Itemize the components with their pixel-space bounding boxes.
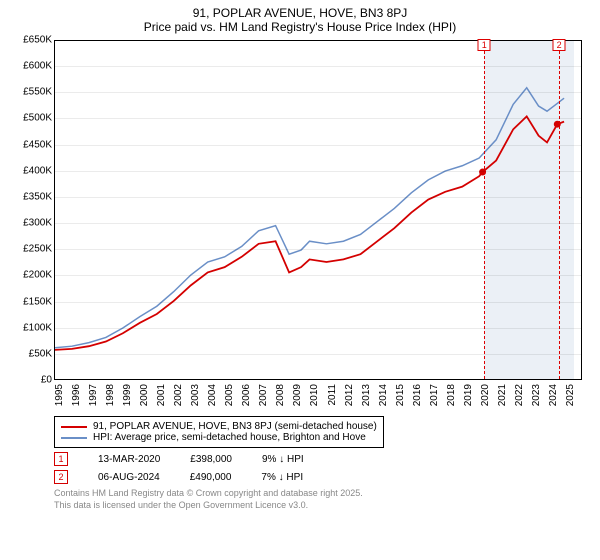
marker-price: £398,000 [190, 454, 232, 465]
y-axis-tick: £0 [10, 375, 52, 386]
marker-flag: 2 [553, 39, 566, 51]
y-axis-tick: £350K [10, 191, 52, 202]
x-axis-tick: 2012 [344, 384, 355, 406]
x-axis-tick: 2015 [395, 384, 406, 406]
y-axis-tick: £250K [10, 244, 52, 255]
footer: Contains HM Land Registry data © Crown c… [54, 488, 590, 511]
marker-badge: 2 [54, 470, 68, 484]
y-axis-tick: £100K [10, 322, 52, 333]
legend-item-hpi: HPI: Average price, semi-detached house,… [61, 432, 377, 443]
x-axis-tick: 1998 [105, 384, 116, 406]
x-axis-tick: 2004 [207, 384, 218, 406]
x-axis-tick: 2010 [309, 384, 320, 406]
legend: 91, POPLAR AVENUE, HOVE, BN3 8PJ (semi-d… [54, 416, 384, 448]
marker-badge: 1 [54, 452, 68, 466]
y-axis-tick: £450K [10, 139, 52, 150]
x-axis-tick: 2002 [173, 384, 184, 406]
x-axis-tick: 2023 [531, 384, 542, 406]
x-axis-tick: 2011 [327, 384, 338, 406]
y-axis-tick: £50K [10, 348, 52, 359]
x-axis-tick: 2008 [275, 384, 286, 406]
x-axis-tick: 2013 [361, 384, 372, 406]
marker-delta: 7% ↓ HPI [261, 472, 303, 483]
x-axis-tick: 1995 [54, 384, 65, 406]
legend-label: HPI: Average price, semi-detached house,… [93, 432, 366, 443]
chart-title: 91, POPLAR AVENUE, HOVE, BN3 8PJ [10, 6, 590, 20]
footer-line: Contains HM Land Registry data © Crown c… [54, 488, 590, 500]
x-axis-tick: 2020 [480, 384, 491, 406]
x-axis-tick: 2019 [463, 384, 474, 406]
chart-subtitle: Price paid vs. HM Land Registry's House … [10, 20, 590, 34]
marker-delta: 9% ↓ HPI [262, 454, 304, 465]
x-axis-tick: 2014 [378, 384, 389, 406]
marker-flag: 1 [478, 39, 491, 51]
x-axis-tick: 2025 [565, 384, 576, 406]
legend-swatch [61, 426, 87, 428]
x-axis-tick: 2005 [224, 384, 235, 406]
series-line-price_paid [55, 116, 564, 350]
plot-area: 12 [54, 40, 582, 380]
y-axis-tick: £150K [10, 296, 52, 307]
x-axis-tick: 1996 [71, 384, 82, 406]
footer-line: This data is licensed under the Open Gov… [54, 500, 590, 512]
marker-price: £490,000 [190, 472, 232, 483]
x-axis-tick: 2024 [548, 384, 559, 406]
marker-date: 13-MAR-2020 [98, 454, 160, 465]
series-line-hpi [55, 88, 564, 348]
legend-swatch [61, 437, 87, 439]
x-axis-tick: 2000 [139, 384, 150, 406]
x-axis-tick: 1999 [122, 384, 133, 406]
x-axis-tick: 2001 [156, 384, 167, 406]
marker-row: 1 13-MAR-2020 £398,000 9% ↓ HPI [54, 452, 590, 466]
x-axis-tick: 1997 [88, 384, 99, 406]
x-axis-tick: 2021 [497, 384, 508, 406]
y-axis-tick: £550K [10, 87, 52, 98]
x-axis-tick: 2017 [429, 384, 440, 406]
marker-table: 1 13-MAR-2020 £398,000 9% ↓ HPI 2 06-AUG… [54, 452, 590, 484]
x-axis-tick: 2006 [241, 384, 252, 406]
x-axis-tick: 2003 [190, 384, 201, 406]
chart-area: 12 £0£50K£100K£150K£200K£250K£300K£350K£… [10, 40, 590, 410]
marker-date: 06-AUG-2024 [98, 472, 160, 483]
x-axis-tick: 2007 [258, 384, 269, 406]
y-axis-tick: £400K [10, 165, 52, 176]
x-axis-tick: 2016 [412, 384, 423, 406]
y-axis-tick: £300K [10, 218, 52, 229]
legend-item-price-paid: 91, POPLAR AVENUE, HOVE, BN3 8PJ (semi-d… [61, 421, 377, 432]
x-axis-tick: 2009 [292, 384, 303, 406]
y-axis-tick: £500K [10, 113, 52, 124]
marker-row: 2 06-AUG-2024 £490,000 7% ↓ HPI [54, 470, 590, 484]
y-axis-tick: £200K [10, 270, 52, 281]
y-axis-tick: £650K [10, 35, 52, 46]
x-axis-tick: 2022 [514, 384, 525, 406]
y-axis-tick: £600K [10, 61, 52, 72]
x-axis-tick: 2018 [446, 384, 457, 406]
legend-label: 91, POPLAR AVENUE, HOVE, BN3 8PJ (semi-d… [93, 421, 377, 432]
